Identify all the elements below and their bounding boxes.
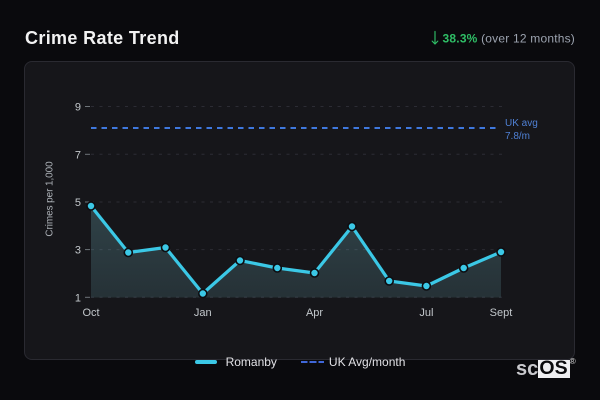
svg-text:3: 3 xyxy=(75,245,81,257)
svg-text:Sept: Sept xyxy=(490,307,513,319)
svg-text:Jan: Jan xyxy=(194,307,212,319)
svg-text:5: 5 xyxy=(75,197,81,209)
svg-text:Apr: Apr xyxy=(306,307,323,319)
svg-text:1: 1 xyxy=(75,292,81,304)
svg-text:9: 9 xyxy=(75,102,81,114)
svg-text:7: 7 xyxy=(75,149,81,161)
svg-text:Oct: Oct xyxy=(82,307,99,319)
svg-text:7.8/m: 7.8/m xyxy=(505,131,530,142)
svg-text:Jul: Jul xyxy=(419,307,433,319)
svg-text:Crimes per 1,000: Crimes per 1,000 xyxy=(45,161,56,237)
svg-text:UK avg: UK avg xyxy=(505,118,538,129)
